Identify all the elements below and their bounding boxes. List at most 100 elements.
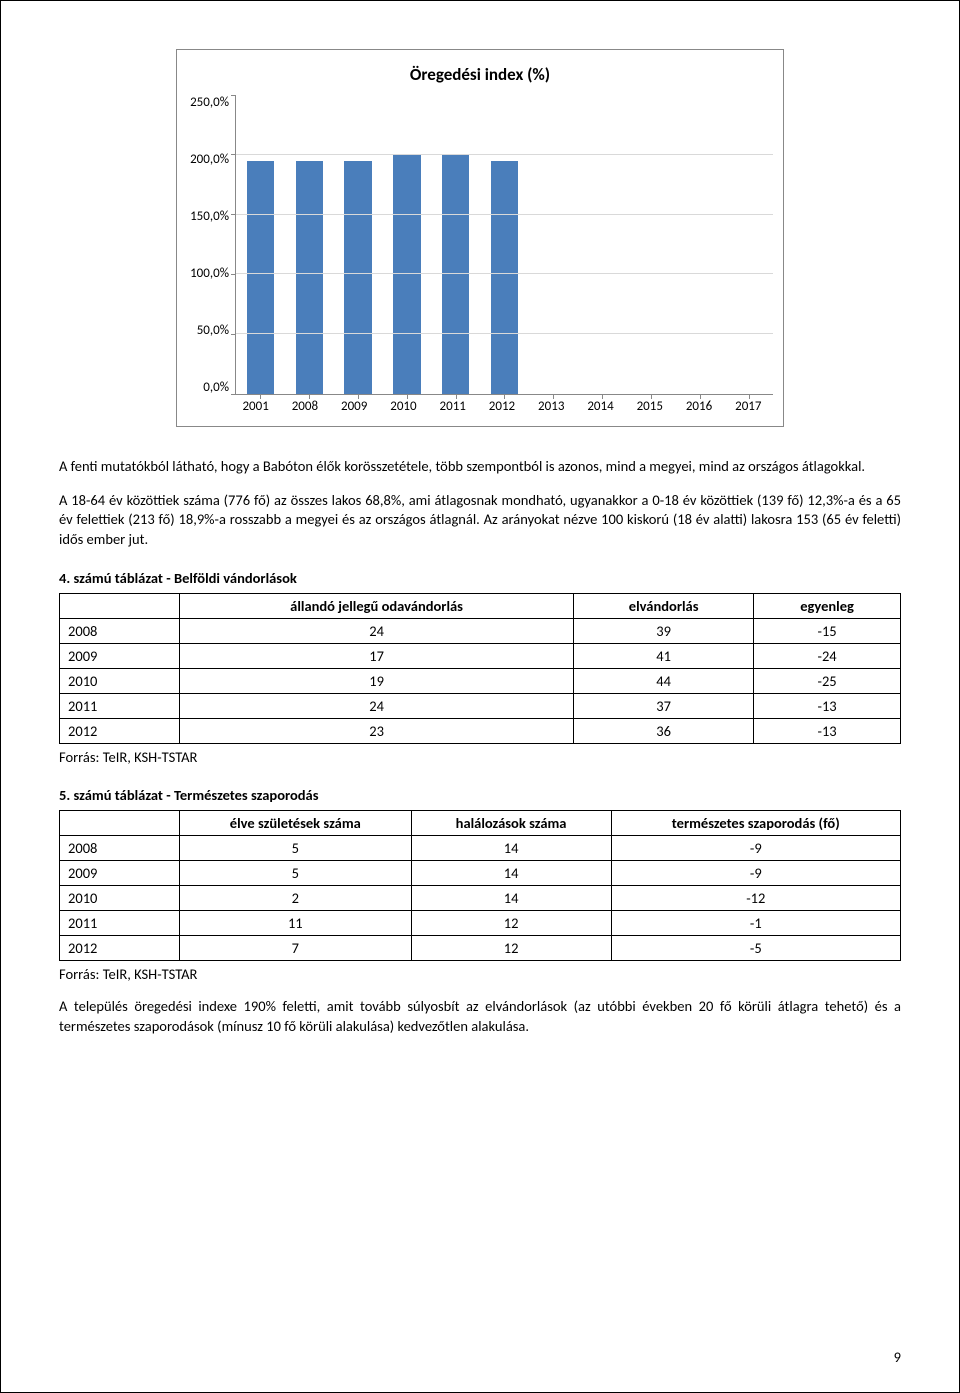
table-cell: -5 [611,936,900,961]
table-cell: 24 [180,694,574,719]
table-row: 2009514-9 [60,861,901,886]
y-tick-label: 250,0% [190,95,229,110]
bar-slot [675,95,724,394]
bar [442,155,469,394]
table-cell: 12 [411,936,611,961]
x-tick-label: 2013 [527,399,576,414]
table-header-row: állandó jellegű odavándorláselvándorláse… [60,594,901,619]
table-cell: 14 [411,861,611,886]
y-tick [231,274,236,275]
table-column-header [60,594,180,619]
table-cell: 39 [574,619,754,644]
bar-slot [334,95,383,394]
table-cell: -13 [754,694,901,719]
table-cell: 2009 [60,861,180,886]
x-tick [504,394,505,399]
x-tick [358,394,359,399]
table-row: 20112437-13 [60,694,901,719]
y-tick-label: 50,0% [197,323,229,338]
bar-slot [529,95,578,394]
table-cell: -25 [754,669,901,694]
x-tick [260,394,261,399]
chart-bars [236,95,773,394]
table-row: 2012712-5 [60,936,901,961]
table-row: 20111112-1 [60,911,901,936]
table-cell: -24 [754,644,901,669]
x-tick [602,394,603,399]
x-tick [456,394,457,399]
x-tick-label: 2001 [231,399,280,414]
document-page: Öregedési index (%) 250,0%200,0%150,0%10… [0,0,960,1393]
x-tick-label: 2017 [724,399,773,414]
chart-plot-area [235,95,773,395]
chart-body: 250,0%200,0%150,0%100,0%50,0%0,0% [177,95,783,395]
bar-slot [236,95,285,394]
table4-source: Forrás: TeIR, KSH-TSTAR [59,748,901,766]
x-tick-label: 2014 [576,399,625,414]
x-tick-label: 2009 [330,399,379,414]
x-tick [553,394,554,399]
y-tick-label: 0,0% [203,380,229,395]
x-tick-label: 2011 [428,399,477,414]
y-tick-label: 200,0% [190,152,229,167]
table-cell: 2011 [60,911,180,936]
bar [247,161,274,394]
table5-title: 5. számú táblázat - Természetes szaporod… [59,786,901,804]
table5-source: Forrás: TeIR, KSH-TSTAR [59,965,901,983]
table-cell: -9 [611,836,900,861]
x-tick-label: 2012 [477,399,526,414]
table-cell: 2010 [60,886,180,911]
table-cell: 2010 [60,669,180,694]
table-cell: 37 [574,694,754,719]
y-tick [231,334,236,335]
gridline [236,273,773,274]
chart-y-axis: 250,0%200,0%150,0%100,0%50,0%0,0% [181,95,235,395]
bar-slot [480,95,529,394]
paragraph-conclusion: A település öregedési indexe 190% felett… [59,997,901,1036]
bar-slot [431,95,480,394]
x-tick [700,394,701,399]
table-row: 2008514-9 [60,836,901,861]
table-cell: 19 [180,669,574,694]
table-cell: -15 [754,619,901,644]
x-tick-label: 2015 [625,399,674,414]
bar [393,155,420,394]
x-tick [309,394,310,399]
table-cell: 11 [180,911,412,936]
table-cell: 41 [574,644,754,669]
table4-migration: állandó jellegű odavándorláselvándorláse… [59,593,901,744]
table-cell: 44 [574,669,754,694]
table4-title: 4. számú táblázat - Belföldi vándorlások [59,569,901,587]
bar [491,161,518,394]
table-cell: 14 [411,836,611,861]
table-cell: 2012 [60,936,180,961]
table-column-header: elvándorlás [574,594,754,619]
table-cell: 23 [180,719,574,744]
table-cell: 5 [180,861,412,886]
table-row: 20091741-24 [60,644,901,669]
paragraph-intro-2: A 18-64 év közöttiek száma (776 fő) az ö… [59,491,901,550]
table-cell: 14 [411,886,611,911]
bar-slot [627,95,676,394]
y-tick [231,95,236,96]
y-tick-label: 150,0% [190,209,229,224]
table-row: 2010214-12 [60,886,901,911]
bar [296,161,323,394]
table-column-header: természetes szaporodás (fő) [611,811,900,836]
table-cell: -13 [754,719,901,744]
table-cell: 2008 [60,619,180,644]
table-cell: 36 [574,719,754,744]
table-cell: 2009 [60,644,180,669]
y-tick [231,154,236,155]
table-cell: 7 [180,936,412,961]
bar-slot [724,95,773,394]
table-column-header: élve születések száma [180,811,412,836]
table-column-header: egyenleg [754,594,901,619]
bar-slot [285,95,334,394]
table-row: 20101944-25 [60,669,901,694]
gridline [236,333,773,334]
table-cell: -1 [611,911,900,936]
table-column-header: halálozások száma [411,811,611,836]
table5-natural-growth: élve születések számahalálozások számate… [59,810,901,961]
y-tick [231,394,236,395]
